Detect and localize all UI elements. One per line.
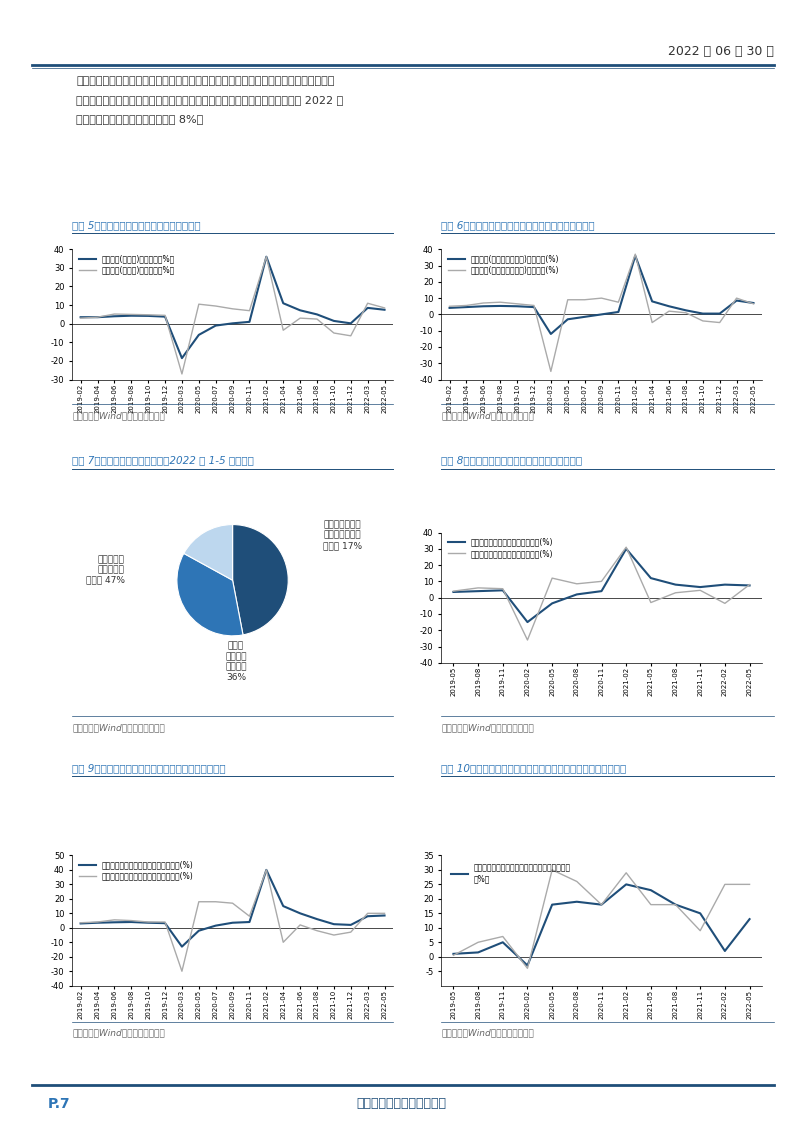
Text: 资料来源：Wind，国盛证泰研究所: 资料来源：Wind，国盛证泰研究所	[72, 411, 165, 420]
Text: 如发行特别国债、降息等），同时考虑中央督察、疫后赶工及去年同期基数较低等因素，: 如发行特别国债、降息等），同时考虑中央督察、疫后赶工及去年同期基数较低等因素，	[76, 76, 334, 86]
Text: 图表 6：基建投资（扣电热燃水口径）累计及单月同比: 图表 6：基建投资（扣电热燃水口径）累计及单月同比	[441, 220, 595, 230]
Text: 资料来源：Wind，国盛证泰研究所: 资料来源：Wind，国盛证泰研究所	[72, 723, 165, 732]
Wedge shape	[177, 553, 243, 636]
Text: 图表 8：交通运输、仓储和邮政业累计及单月同比: 图表 8：交通运输、仓储和邮政业累计及单月同比	[441, 455, 582, 466]
Legend: 交通运输、仓储和邮政业累计同比(%), 交通运输、仓储和邮政业单月同比(%): 交通运输、仓储和邮政业累计同比(%), 交通运输、仓储和邮政业单月同比(%)	[448, 538, 553, 557]
Text: 资料来源：Wind，国盛证泰研究所: 资料来源：Wind，国盛证泰研究所	[441, 723, 534, 732]
Text: 图表 9：水利、环境和公共设施管理业累计及单月同比: 图表 9：水利、环境和公共设施管理业累计及单月同比	[72, 763, 226, 773]
Text: P.7: P.7	[48, 1097, 71, 1110]
Text: 资料来源：Wind，国盛证泰研究所: 资料来源：Wind，国盛证泰研究所	[441, 1029, 534, 1038]
Legend: 基建投资(全口径)累计同比（%）, 基建投资(全口径)单月同比（%）: 基建投资(全口径)累计同比（%）, 基建投资(全口径)单月同比（%）	[79, 255, 176, 274]
Wedge shape	[233, 525, 288, 634]
Text: 图表 10：电力、热力、燃气及水的生产和供应业累计及单月同比: 图表 10：电力、热力、燃气及水的生产和供应业累计及单月同比	[441, 763, 626, 773]
Text: 请仔细阅读本报告末页声明: 请仔细阅读本报告末页声明	[356, 1097, 446, 1109]
Text: 电力、热力、燃
气及水的生产和
供应业 17%: 电力、热力、燃 气及水的生产和 供应业 17%	[323, 520, 363, 550]
Text: 图表 5：基建投资（全口径）累计及单月同比: 图表 5：基建投资（全口径）累计及单月同比	[72, 220, 200, 230]
Legend: 基建投资(扣电热燃水口径)累计同比(%), 基建投资(扣电热燃水口径)单月同比(%): 基建投资(扣电热燃水口径)累计同比(%), 基建投资(扣电热燃水口径)单月同比(…	[448, 255, 560, 274]
Wedge shape	[184, 525, 233, 580]
Text: 图表 7：基建三大细分领域构成（2022 年 1-5 月数据）: 图表 7：基建三大细分领域构成（2022 年 1-5 月数据）	[72, 455, 254, 466]
Text: 2022 年 06 月 30 日: 2022 年 06 月 30 日	[668, 45, 774, 58]
Text: 年基建投资（全口径）增速有望到 8%。: 年基建投资（全口径）增速有望到 8%。	[76, 114, 204, 125]
Text: 三季度基建投资景气度有望继续回升。全年预计基建投资维持景气。我们预计 2022 全: 三季度基建投资景气度有望继续回升。全年预计基建投资维持景气。我们预计 2022 …	[76, 95, 343, 105]
Text: 资料来源：Wind，国盛证泰研究所: 资料来源：Wind，国盛证泰研究所	[72, 1029, 165, 1038]
Text: 资料来源：Wind，国盛证泰研究所: 资料来源：Wind，国盛证泰研究所	[441, 411, 534, 420]
Legend: 水利、环境和公共设施管理业累计同比(%), 水利、环境和公共设施管理业单月同比(%): 水利、环境和公共设施管理业累计同比(%), 水利、环境和公共设施管理业单月同比(…	[79, 861, 194, 880]
Legend: 电力、热力、燃气及水的生产和供应业累计同比
（%）: 电力、热力、燃气及水的生产和供应业累计同比 （%）	[448, 861, 574, 886]
Text: 交通运
输、仓储
和邮政业
36%: 交通运 输、仓储 和邮政业 36%	[225, 641, 247, 682]
Text: 水利、环境
和公共设施
管理业 47%: 水利、环境 和公共设施 管理业 47%	[86, 555, 125, 585]
